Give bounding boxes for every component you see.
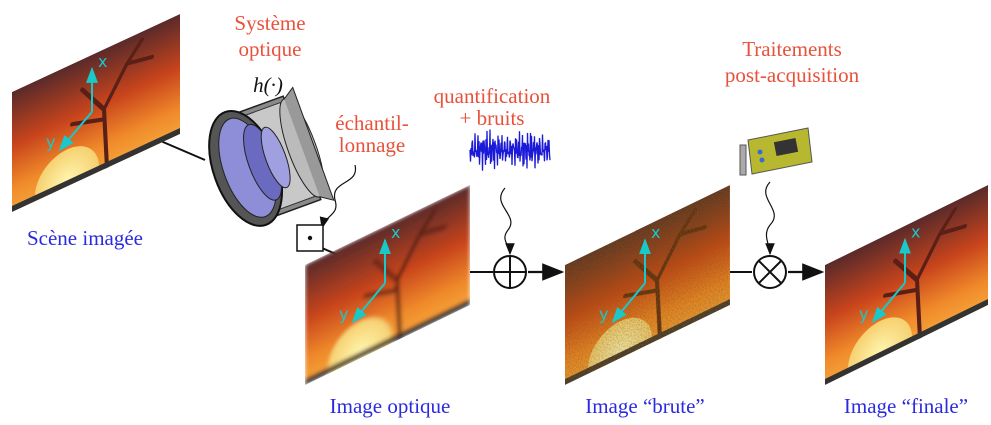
image-content <box>565 184 730 385</box>
squiggle-arrow <box>765 181 775 256</box>
axis-y-label: y <box>46 133 55 152</box>
product-operator <box>753 255 787 289</box>
image-panel <box>825 184 988 385</box>
ground <box>305 298 470 385</box>
axis-x-label: x <box>911 223 920 242</box>
sky <box>12 14 180 212</box>
squiggle-arrow <box>319 164 357 230</box>
tree <box>883 206 967 341</box>
axis-x-label: x <box>651 223 660 242</box>
optics-title: Système <box>234 11 305 35</box>
processing-label: post-acquisition <box>725 63 860 87</box>
image-panel <box>305 184 470 385</box>
image-caption: Image “brute” <box>585 394 705 418</box>
axis-y-label: y <box>599 305 608 324</box>
sky <box>565 184 730 385</box>
axis-y-label: y <box>339 305 348 324</box>
axis-y <box>871 282 906 323</box>
axis-y <box>351 282 386 324</box>
noise-label: + bruits <box>460 106 525 130</box>
axis-y-label: y <box>859 304 868 323</box>
image-caption: Image optique <box>330 394 451 418</box>
ground <box>565 298 730 385</box>
squiggle-arrow <box>500 187 515 256</box>
ground <box>12 128 180 212</box>
image-content <box>825 184 988 385</box>
image-panel <box>565 184 730 385</box>
image-caption: Scène imagée <box>27 226 143 250</box>
axis-x-label: x <box>98 52 107 71</box>
tree <box>623 207 707 342</box>
axis-x-label: x <box>391 223 400 242</box>
sampling-label: lonnage <box>339 133 405 157</box>
axis-y <box>611 282 646 324</box>
tree <box>70 37 154 171</box>
noise-label: quantification <box>434 84 551 108</box>
sampling-box <box>296 224 324 252</box>
tree <box>363 207 447 342</box>
image-panel <box>12 14 180 212</box>
sky <box>305 184 470 385</box>
optics-title: optique <box>239 37 302 61</box>
circuit-board-icon <box>739 127 813 176</box>
processing-label: Traitements <box>742 37 842 61</box>
sampling-label: échantil- <box>335 111 408 135</box>
sky <box>825 184 988 385</box>
psf-label: h(·) <box>253 73 283 97</box>
image-content <box>305 184 470 385</box>
image-content <box>12 14 180 212</box>
lens-icon <box>208 86 335 227</box>
ground <box>825 298 988 385</box>
sum-operator <box>493 255 527 289</box>
axis-y <box>58 111 93 152</box>
image-caption: Image “finale” <box>844 394 968 418</box>
noise-waveform <box>469 129 551 171</box>
